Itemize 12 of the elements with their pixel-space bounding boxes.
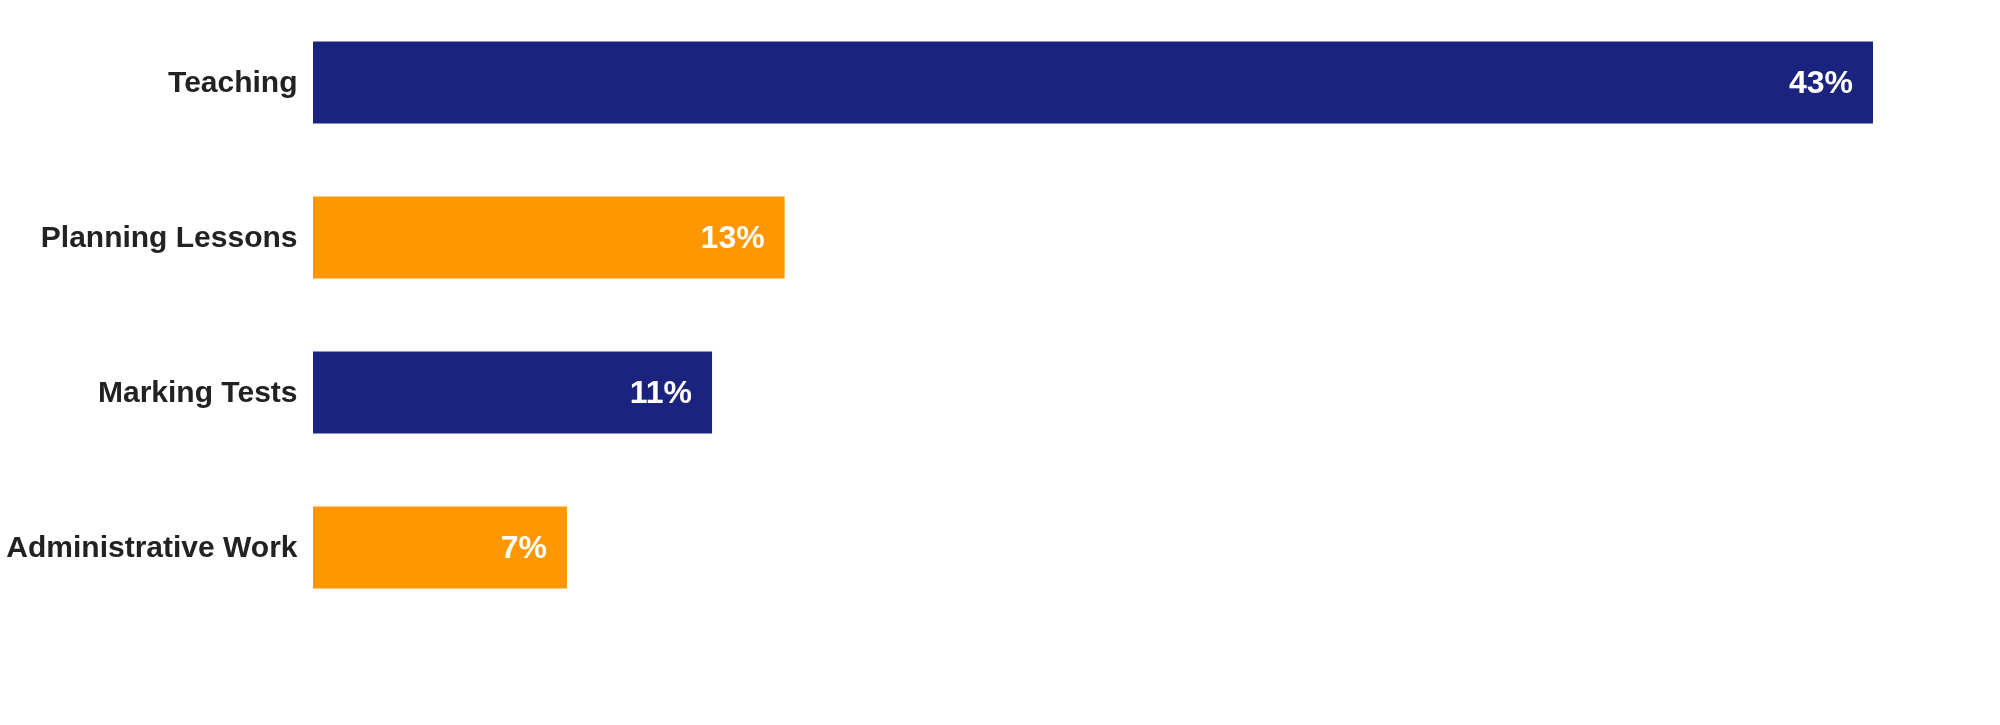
- bar: [313, 196, 785, 279]
- data-label: 13%: [700, 218, 765, 255]
- y-tick-label: Planning Lessons: [40, 219, 298, 253]
- data-label: 43%: [1788, 63, 1853, 100]
- y-tick-label: Marking Tests: [98, 374, 298, 408]
- y-tick-label: Teaching: [168, 64, 298, 98]
- data-label: 7%: [500, 528, 547, 565]
- y-tick-label: Administrative Work: [6, 529, 298, 563]
- bar: [313, 506, 567, 589]
- bar: [313, 41, 1873, 124]
- bar: [313, 351, 713, 434]
- data-label: 11%: [629, 373, 693, 410]
